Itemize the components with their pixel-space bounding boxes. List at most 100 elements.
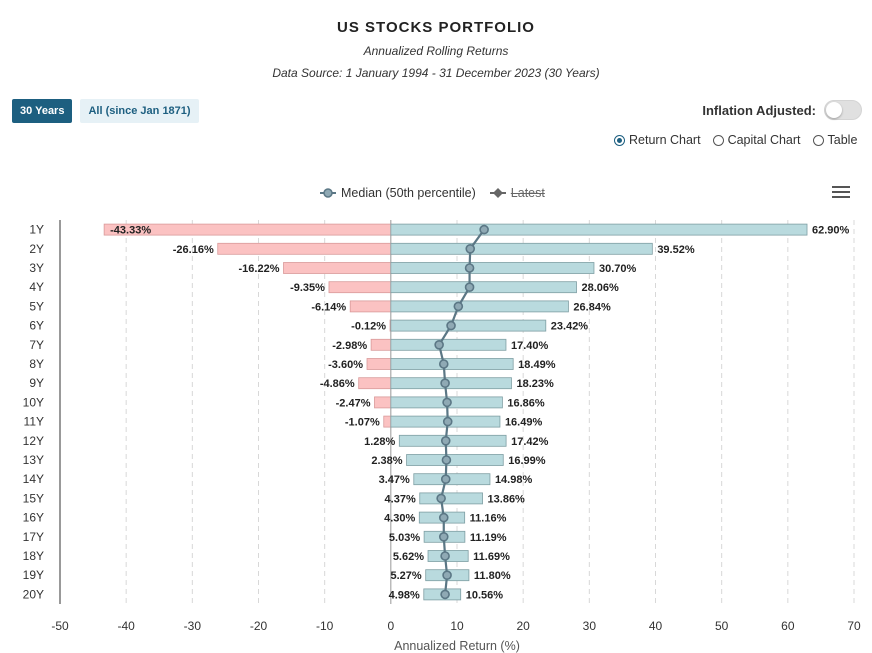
min-data-label: -3.60% xyxy=(328,359,363,371)
negative-bar xyxy=(283,262,392,274)
radio-table[interactable] xyxy=(812,134,824,146)
min-data-label: 5.27% xyxy=(391,570,422,582)
y-tick-label: 1Y xyxy=(29,223,44,237)
max-data-label: 17.42% xyxy=(511,436,549,448)
chart-title: US STOCKS PORTFOLIO xyxy=(337,19,535,36)
median-point xyxy=(438,531,449,542)
chart-menu-icon[interactable] xyxy=(832,186,850,200)
view-return-chart-label: Return Chart xyxy=(629,133,701,147)
positive-bar xyxy=(406,454,504,466)
view-capital-chart[interactable]: Capital Chart xyxy=(712,133,801,147)
median-point xyxy=(479,224,489,235)
x-axis-label: Annualized Return (%) xyxy=(394,639,520,653)
median-point xyxy=(442,570,452,581)
negative-bar xyxy=(383,415,392,428)
negative-bar xyxy=(328,281,392,294)
y-tick-label: 14Y xyxy=(23,472,44,486)
median-marker-icon xyxy=(320,188,336,198)
legend-latest-label: Latest xyxy=(510,186,545,200)
median-point xyxy=(441,455,452,465)
x-tick-label: 70 xyxy=(847,619,861,633)
min-data-label: 4.98% xyxy=(389,589,420,601)
y-tick-label: 6Y xyxy=(29,319,44,333)
y-tick-label: 17Y xyxy=(23,530,44,544)
y-tick-label: 7Y xyxy=(29,338,44,352)
negative-bar xyxy=(370,338,392,351)
view-return-chart[interactable]: Return Chart xyxy=(614,133,701,147)
min-data-label: -4.86% xyxy=(320,378,355,390)
max-data-label: 16.49% xyxy=(505,417,543,429)
positive-bar xyxy=(390,281,577,294)
y-tick-label: 5Y xyxy=(29,299,44,313)
positive-bar xyxy=(398,434,507,447)
median-point xyxy=(434,339,444,350)
max-data-label: 28.06% xyxy=(581,282,619,294)
median-point xyxy=(438,512,449,523)
x-tick-label: 30 xyxy=(583,619,597,633)
max-data-label: 18.49% xyxy=(518,359,556,371)
legend-latest[interactable]: Latest xyxy=(489,186,545,200)
median-point xyxy=(442,416,453,427)
max-data-label: 26.84% xyxy=(573,301,611,313)
inflation-label: Inflation Adjusted: xyxy=(702,103,816,118)
view-table-label: Table xyxy=(827,133,858,147)
y-tick-label: 13Y xyxy=(23,453,44,467)
toggle-knob xyxy=(826,102,842,118)
x-tick-label: 40 xyxy=(649,619,663,633)
max-data-label: 62.90% xyxy=(812,225,850,237)
max-data-label: 11.69% xyxy=(473,551,510,563)
min-data-label: -26.16% xyxy=(173,244,214,256)
median-point xyxy=(436,493,446,504)
y-tick-label: 15Y xyxy=(23,491,44,505)
max-data-label: 39.52% xyxy=(657,244,695,256)
min-data-label: -16.22% xyxy=(239,263,280,275)
range-30-years-button[interactable]: 30 Years xyxy=(12,99,73,123)
max-data-label: 30.70% xyxy=(599,263,637,275)
positive-bar xyxy=(390,262,595,274)
y-tick-label: 3Y xyxy=(29,261,44,275)
y-tick-label: 8Y xyxy=(29,357,44,371)
negative-bar xyxy=(349,300,392,313)
min-data-label: 4.37% xyxy=(385,493,416,505)
positive-bar xyxy=(419,492,483,505)
median-point xyxy=(464,282,475,293)
x-tick-label: 50 xyxy=(715,619,729,633)
min-data-label: -0.12% xyxy=(351,321,386,333)
x-tick-label: -10 xyxy=(316,619,334,633)
min-data-label: -9.35% xyxy=(290,282,325,294)
negative-bar xyxy=(366,358,392,370)
positive-bar xyxy=(390,377,512,390)
median-point xyxy=(442,397,452,408)
median-point xyxy=(465,244,476,254)
range-all-button[interactable]: All (since Jan 1871) xyxy=(80,99,199,123)
y-tick-label: 4Y xyxy=(29,280,44,294)
inflation-toggle[interactable] xyxy=(824,100,862,120)
range-selector: 30 Years All (since Jan 1871) xyxy=(12,99,199,123)
y-tick-label: 2Y xyxy=(29,242,44,256)
positive-bar xyxy=(390,223,808,236)
x-tick-label: -20 xyxy=(250,619,268,633)
data-source: Data Source: 1 January 1994 - 31 Decembe… xyxy=(272,66,600,80)
min-data-label: -2.47% xyxy=(336,397,371,409)
positive-bar xyxy=(390,319,547,332)
max-data-label: 16.99% xyxy=(508,455,546,467)
negative-bar xyxy=(217,242,392,255)
min-data-label: 5.62% xyxy=(393,551,424,563)
positive-bar xyxy=(390,300,569,313)
view-selector: Return Chart Capital Chart Table xyxy=(614,133,857,147)
legend-median[interactable]: Median (50th percentile) xyxy=(320,186,476,200)
min-data-label: -43.33% xyxy=(110,225,151,237)
radio-return-chart[interactable] xyxy=(614,134,625,146)
median-point xyxy=(446,320,456,331)
radio-capital-chart[interactable] xyxy=(712,134,724,146)
y-tick-label: 10Y xyxy=(23,395,44,409)
median-point xyxy=(440,474,451,485)
max-data-label: 11.80% xyxy=(474,570,511,582)
median-point xyxy=(440,378,450,389)
chart-subtitle: Annualized Rolling Returns xyxy=(363,44,509,58)
view-capital-chart-label: Capital Chart xyxy=(727,133,801,147)
view-table[interactable]: Table xyxy=(812,133,858,147)
max-data-label: 17.40% xyxy=(511,340,549,352)
x-tick-label: 20 xyxy=(516,619,530,633)
median-point xyxy=(453,301,464,312)
